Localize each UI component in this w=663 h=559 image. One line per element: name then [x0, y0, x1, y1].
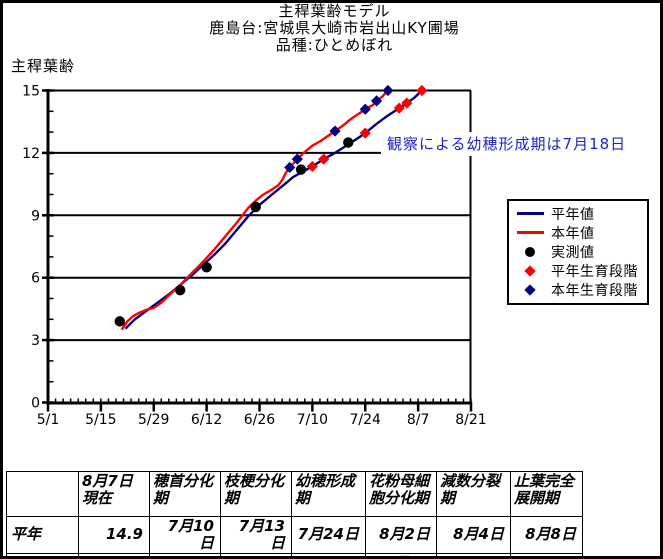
growth-stage-table: 8月7日現在 穂首分化期 枝梗分化期 幼穂形成期 花粉母細胞分化期 減数分裂期 … [6, 471, 583, 556]
current-stage-markers [382, 84, 394, 97]
header-flag-leaf-expansion: 止葉完全展開期 [510, 471, 583, 517]
chart-title-block: 主稈葉齢モデル 鹿島台:宮城県大崎市岩出山KY圃場 品種:ひとめぼれ [3, 2, 660, 54]
legend-swatch [509, 246, 551, 257]
normal-line-swatch-icon [516, 212, 544, 216]
legend-swatch [509, 284, 551, 297]
cell: 8月4日 [436, 516, 511, 554]
legend-item-measured: 実測値 [509, 242, 647, 261]
y-tick-label: 12 [22, 146, 40, 162]
cell: 16.1 [78, 552, 150, 556]
normal-stage-markers [318, 153, 330, 165]
x-tick-label: 5/1 [37, 412, 60, 428]
x-tick-label: 8/21 [455, 412, 486, 428]
legend-item-normal-stages: 平年生育段階 [509, 262, 647, 281]
legend-swatch [509, 212, 551, 216]
cell: 8月8日 [510, 516, 583, 554]
measured-point [201, 262, 212, 273]
chart-title-line3: 品種:ひとめぼれ [275, 36, 394, 54]
cell: 7月10日 [149, 516, 221, 554]
cell: 7月24日 [365, 552, 437, 556]
chart-title-line1: 主稈葉齢モデル [278, 2, 391, 20]
measured-point [114, 316, 125, 327]
header-pollen-mother-cell: 花粉母細胞分化期 [365, 471, 437, 517]
header-panicle-initiation: 穂首分化期 [149, 471, 221, 517]
legend-box: 平年値 本年値 実測値 平年生育段階 本年生育段階 [507, 199, 649, 305]
x-tick-label: 5/15 [85, 412, 116, 428]
current-stage-markers [359, 103, 371, 115]
legend-item-current-stages: 本年生育段階 [509, 281, 647, 300]
legend-swatch [509, 231, 551, 235]
x-tick-label: 7/24 [350, 412, 382, 428]
table-row-normal: 平年 14.9 7月10日 7月13日 7月24日 8月2日 8月4日 8月8日 [6, 516, 583, 554]
legend-swatch [509, 265, 551, 277]
normal-stage-markers [401, 97, 413, 109]
normal-stage-markers [306, 160, 318, 173]
cell: 7月27日 [436, 552, 511, 556]
header-branch-differentiation: 枝梗分化期 [220, 471, 292, 517]
row-label: 平年 [6, 516, 79, 554]
y-axis-title: 主稈葉齢 [11, 57, 76, 75]
measured-point [250, 201, 261, 213]
legend-item-current-line: 本年値 [509, 223, 647, 242]
cell: 7月13日 [220, 516, 292, 554]
y-tick-label: 15 [22, 84, 40, 100]
current-line-swatch-icon [516, 231, 544, 235]
chart-title-line2: 鹿島台:宮城県大崎市岩出山KY圃場 [209, 19, 460, 37]
current-stage-markers [284, 161, 296, 174]
current-stage-markers [370, 95, 383, 107]
normal-stage-diamond-icon [524, 265, 536, 277]
cell: 7月6日 [220, 552, 292, 556]
legend-label: 平年生育段階 [551, 264, 638, 281]
cell: 7月4日 [149, 552, 221, 556]
current-stage-diamond-icon [524, 284, 536, 297]
cell: 14.9 [78, 516, 150, 554]
x-tick-label: 5/29 [138, 412, 169, 428]
cell: 7月30日 [510, 552, 583, 556]
current-stage-markers [329, 125, 341, 137]
x-tick-label: 6/12 [191, 412, 222, 428]
legend-label: 実測値 [551, 244, 595, 261]
legend-label: 本年生育段階 [551, 283, 638, 300]
legend-item-normal-line: 平年値 [509, 204, 647, 223]
row-label: 2010年 [6, 552, 79, 556]
normal-stage-markers [416, 84, 428, 97]
measured-point [295, 164, 307, 175]
x-tick-label: 7/10 [297, 412, 328, 428]
measured-point [174, 284, 186, 296]
y-tick-label: 3 [31, 333, 40, 349]
legend-label: 平年値 [551, 206, 595, 223]
y-tick-label: 9 [31, 208, 40, 224]
observation-annotation: 観察による幼穂形成期は7月18日 [381, 132, 660, 156]
x-tick-label: 6/26 [244, 412, 276, 428]
current-stage-markers [291, 153, 303, 165]
series-current-line [120, 89, 389, 331]
y-tick-label: 6 [31, 271, 40, 287]
normal-stage-markers [393, 102, 405, 114]
cell: 7月16日 [291, 552, 366, 556]
x-tick-label: 8/7 [407, 412, 430, 428]
cell: 7月24日 [291, 516, 366, 554]
cell: 8月2日 [365, 516, 437, 554]
header-empty [6, 471, 79, 517]
table-header-row: 8月7日現在 穂首分化期 枝梗分化期 幼穂形成期 花粉母細胞分化期 減数分裂期 … [6, 471, 583, 517]
header-current-leafage: 8月7日現在 [78, 471, 150, 517]
legend-label: 本年値 [551, 225, 595, 242]
header-meiosis: 減数分裂期 [436, 471, 511, 517]
measured-point [343, 137, 354, 148]
header-young-panicle-formation: 幼穂形成期 [291, 471, 366, 517]
table-row-2010: 2010年 16.1 7月4日 7月6日 7月16日 7月24日 7月27日 7… [6, 552, 583, 556]
y-tick-label: 0 [31, 396, 40, 412]
measured-dot-swatch-icon [525, 246, 535, 257]
